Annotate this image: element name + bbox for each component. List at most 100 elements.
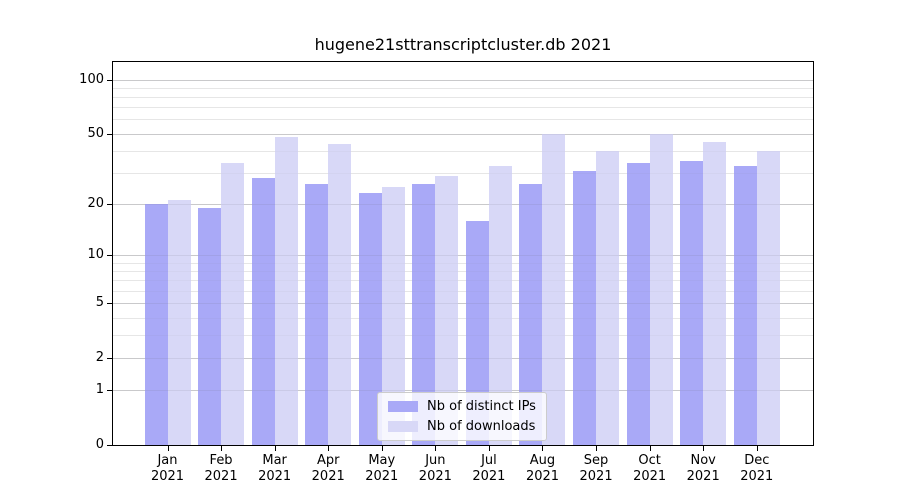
gridline-major <box>113 255 813 257</box>
y-tick-mark <box>107 390 113 392</box>
x-tick-label: Nov 2021 <box>668 453 738 485</box>
x-tick-month: May <box>368 453 396 468</box>
gridline-minor <box>113 270 813 272</box>
x-tick-year: 2021 <box>258 469 292 484</box>
x-tick-mark <box>596 446 598 451</box>
x-tick-mark <box>381 446 383 451</box>
x-tick-month: Jun <box>425 453 446 468</box>
bar-downloads-nov <box>703 141 727 445</box>
gridline-minor <box>113 317 813 319</box>
y-tick-mark <box>107 357 113 359</box>
overlay-gridline-minor <box>113 87 813 89</box>
gridline-minor <box>113 119 813 121</box>
gridline-major <box>113 357 813 359</box>
bar-distinct-ips-feb <box>198 207 222 445</box>
x-tick-label: Jul 2021 <box>454 453 524 485</box>
y-tick-mark <box>107 255 113 257</box>
x-tick-month: Jan <box>157 453 178 468</box>
bar-downloads-mar <box>274 136 298 445</box>
overlay-gridline-minor <box>113 173 813 175</box>
x-tick-label: Jun 2021 <box>400 453 470 485</box>
bar-distinct-ips-may <box>358 193 382 445</box>
bar-distinct-ips-jan <box>144 203 168 445</box>
x-tick-mark <box>221 446 223 451</box>
overlay-gridline-major <box>113 303 813 305</box>
overlay-gridline-minor <box>113 119 813 121</box>
gridline-major <box>113 79 813 81</box>
overlay-gridline-major <box>113 203 813 205</box>
x-tick-year: 2021 <box>579 469 613 484</box>
bar-downloads-jun <box>435 175 459 445</box>
bar-downloads-jan <box>167 200 191 445</box>
x-tick-year: 2021 <box>150 469 185 484</box>
bar-distinct-ips-dec <box>733 165 757 445</box>
gridline-minor <box>113 107 813 109</box>
legend-label: Nb of downloads <box>427 419 536 434</box>
y-tick-mark <box>107 303 113 305</box>
overlay-gridline-minor <box>113 280 813 282</box>
x-tick-label: May 2021 <box>347 453 417 485</box>
x-tick-year: 2021 <box>204 469 238 484</box>
y-tick-mark <box>107 203 113 205</box>
x-tick-year: 2021 <box>418 469 452 484</box>
gridline-major <box>113 303 813 305</box>
bar-distinct-ips-aug <box>519 183 543 445</box>
x-tick-mark <box>649 446 651 451</box>
x-tick-label: Apr 2021 <box>293 453 363 485</box>
overlay-gridline-major <box>113 133 813 135</box>
x-tick-month: Aug <box>529 453 556 468</box>
x-tick-month: Jul <box>481 453 497 468</box>
x-tick-label: Aug 2021 <box>507 453 577 485</box>
gridline-major <box>113 203 813 205</box>
bar-downloads-feb <box>221 163 245 445</box>
x-tick-year: 2021 <box>686 469 720 484</box>
bar-downloads-aug <box>542 133 566 445</box>
x-tick-mark <box>488 446 490 451</box>
bar-distinct-ips-apr <box>305 183 329 445</box>
gridline-minor <box>113 262 813 264</box>
bar-distinct-ips-sep <box>573 170 597 445</box>
x-tick-year: 2021 <box>472 469 506 484</box>
bar-distinct-ips-jul <box>465 220 489 445</box>
bar-distinct-ips-mar <box>251 178 275 445</box>
x-tick-month: Apr <box>316 453 340 468</box>
overlay-gridline-major <box>113 79 813 81</box>
x-tick-label: Sep 2021 <box>561 453 631 485</box>
gridline-minor <box>113 87 813 89</box>
bar-distinct-ips-nov <box>680 161 704 445</box>
legend-label: Nb of distinct IPs <box>427 399 536 414</box>
y-tick-label: 1 <box>95 382 104 398</box>
bar-downloads-apr <box>328 143 352 445</box>
gridline-minor <box>113 335 813 337</box>
x-tick-month: Sep <box>583 453 609 468</box>
gridline-minor <box>113 173 813 175</box>
legend-swatch-downloads <box>388 421 418 432</box>
x-tick-mark <box>167 446 169 451</box>
gridline-minor <box>113 290 813 292</box>
x-tick-label: Mar 2021 <box>240 453 310 485</box>
x-tick-month: Oct <box>638 453 661 468</box>
gridline-major <box>113 133 813 135</box>
y-tick-label: 20 <box>87 195 104 211</box>
y-tick-mark <box>107 133 113 135</box>
y-tick-label: 50 <box>87 125 104 141</box>
x-tick-year: 2021 <box>525 469 560 484</box>
gridline-minor <box>113 280 813 282</box>
legend-entry: Nb of distinct IPs <box>388 397 536 416</box>
overlay-gridline-minor <box>113 317 813 319</box>
overlay-gridline-minor <box>113 335 813 337</box>
gridline-major <box>113 390 813 392</box>
x-tick-month: Dec <box>744 453 770 468</box>
overlay-gridline-minor <box>113 270 813 272</box>
chart-title: hugene21sttranscriptcluster.db 2021 <box>314 35 612 54</box>
x-tick-label: Oct 2021 <box>615 453 685 485</box>
y-tick-label: 100 <box>79 71 104 87</box>
bar-distinct-ips-oct <box>626 163 650 445</box>
x-tick-month: Nov <box>690 453 716 468</box>
x-tick-month: Feb <box>209 453 233 468</box>
y-tick-label: 2 <box>95 349 104 365</box>
gridline-minor <box>113 96 813 98</box>
bar-downloads-may <box>381 186 405 445</box>
y-tick-label: 5 <box>95 295 104 311</box>
